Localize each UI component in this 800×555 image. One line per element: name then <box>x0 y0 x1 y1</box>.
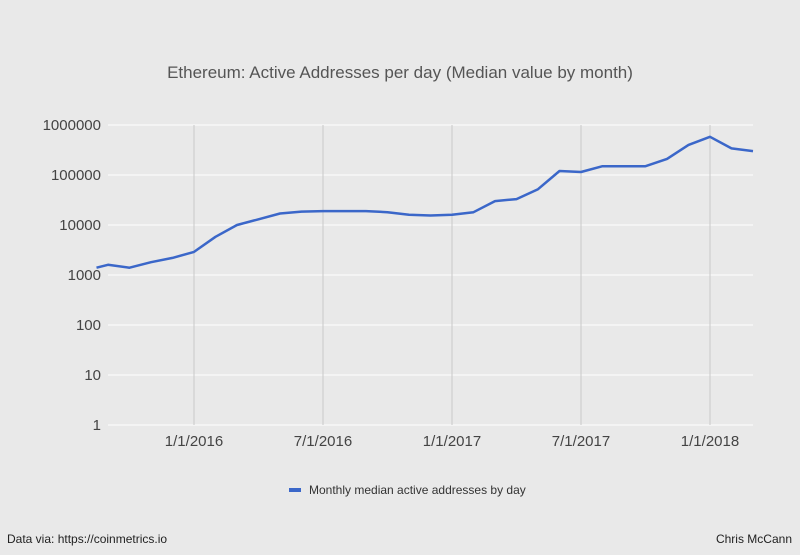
x-tick-label: 7/1/2016 <box>294 433 352 450</box>
data-point <box>579 170 583 174</box>
data-point <box>300 210 304 214</box>
y-tick-label: 10000 <box>59 217 101 234</box>
data-point <box>429 213 433 217</box>
data-point <box>450 213 454 217</box>
data-point <box>751 149 755 153</box>
data-point <box>558 169 562 173</box>
x-axis: 1/1/2016 7/1/2016 1/1/2017 7/1/2017 1/1/2018 <box>165 433 739 450</box>
data-point <box>644 164 648 168</box>
data-point <box>257 217 261 221</box>
data-point <box>386 210 390 214</box>
data-point <box>128 266 132 270</box>
series <box>96 135 755 270</box>
y-tick-label: 1000 <box>68 267 101 284</box>
data-point <box>665 157 669 161</box>
series-line <box>96 135 754 269</box>
data-point <box>235 223 239 227</box>
author-credit: Chris McCann <box>715 532 792 546</box>
data-point <box>364 209 368 213</box>
data-point <box>687 143 691 147</box>
data-source-note: Data via: https://coinmetrics.io <box>7 532 168 546</box>
data-point <box>515 197 519 201</box>
data-point <box>472 210 476 214</box>
data-point <box>343 209 347 213</box>
data-point <box>149 260 153 264</box>
y-axis: 1 10 100 1000 10000 100000 1000000 <box>43 117 101 434</box>
y-tick-label: 10 <box>84 367 101 384</box>
data-point <box>171 256 175 260</box>
x-tick-label: 1/1/2016 <box>165 433 223 450</box>
data-point <box>536 187 540 191</box>
legend-swatch <box>289 488 301 492</box>
grid <box>108 124 753 426</box>
data-point <box>622 164 626 168</box>
data-point <box>407 213 411 217</box>
legend-label: Monthly median active addresses by day <box>309 483 526 497</box>
data-point <box>601 164 605 168</box>
data-point <box>106 263 110 267</box>
data-point <box>321 209 325 213</box>
y-tick-label: 100 <box>76 317 101 334</box>
y-tick-label: 100000 <box>51 167 101 184</box>
data-point <box>730 146 734 150</box>
x-tick-label: 1/1/2017 <box>423 433 481 450</box>
data-point <box>493 199 497 203</box>
data-point <box>192 250 196 254</box>
data-point <box>214 235 218 239</box>
legend: Monthly median active addresses by day <box>289 483 526 497</box>
chart-title: Ethereum: Active Addresses per day (Medi… <box>167 63 633 82</box>
y-tick-label: 1 <box>93 417 101 434</box>
data-point <box>278 211 282 215</box>
y-tick-label: 1000000 <box>43 117 101 134</box>
x-tick-label: 1/1/2018 <box>681 433 739 450</box>
x-tick-label: 7/1/2017 <box>552 433 610 450</box>
data-point <box>708 135 712 139</box>
